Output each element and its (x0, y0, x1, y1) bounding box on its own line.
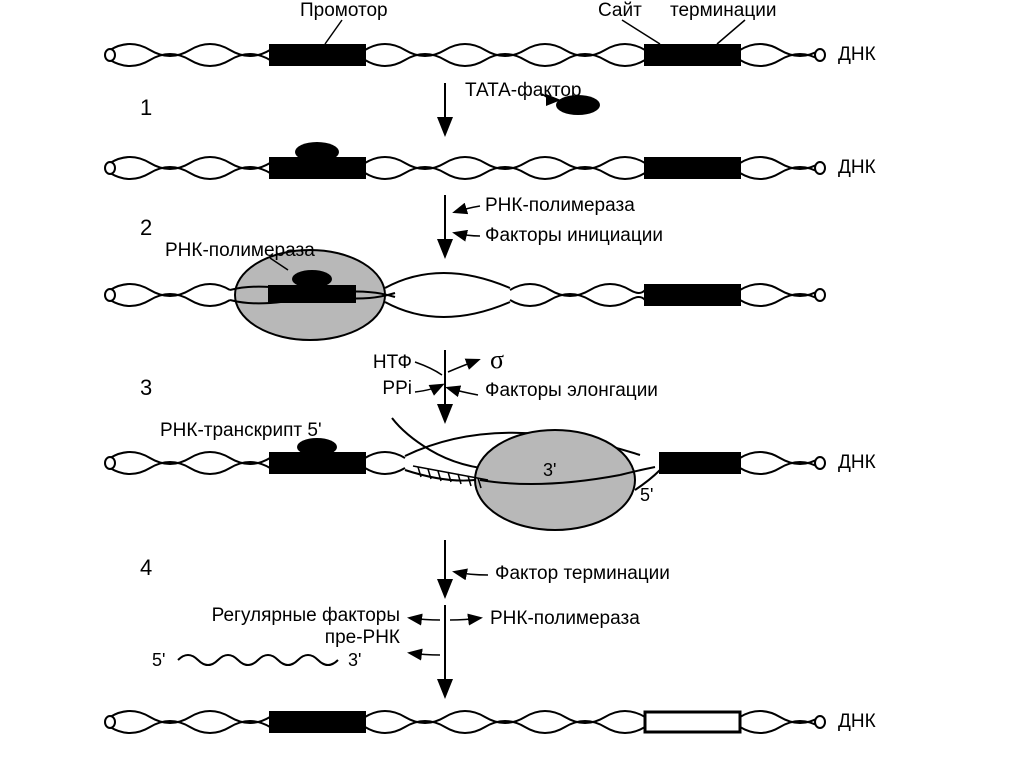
elong-factors-label: Факторы элонгации (485, 380, 658, 402)
sigma-label: σ (490, 345, 504, 375)
site-label: Сайт (598, 0, 642, 22)
dna-label-4: ДНК (838, 452, 876, 474)
rna-poly-left-label: РНК-полимераза (165, 240, 315, 262)
step-2: 2 (140, 215, 152, 241)
ppi-label: PPi (342, 378, 412, 400)
pre-rna-icon (178, 655, 338, 665)
rna-transcript-label: РНК-транскрипт 5' (160, 420, 322, 442)
dna-label-2: ДНК (838, 157, 876, 179)
ntp-label: НТФ (342, 352, 412, 374)
step-3: 3 (140, 375, 152, 401)
five-prime-label: 5' (640, 485, 653, 506)
dna-row-3 (105, 250, 825, 340)
three-prime-release: 3' (348, 650, 361, 671)
dna-row-5 (105, 711, 825, 733)
dna-label-1: ДНК (838, 44, 876, 66)
five-prime-release: 5' (152, 650, 165, 671)
dna-row-2 (105, 142, 825, 179)
tata-factor-label: ТАТА-фактор (465, 80, 582, 102)
rna-poly-release-label: РНК-полимераза (490, 608, 640, 630)
promoter-label: Промотор (300, 0, 388, 22)
dna-row-1 (105, 20, 825, 66)
reg-factors-l1: Регулярные факторы (195, 605, 400, 627)
step-4: 4 (140, 555, 152, 581)
init-factors-label: Факторы инициации (485, 225, 663, 247)
step-1: 1 (140, 95, 152, 121)
termination-label: терминации (670, 0, 776, 22)
rna-poly-label-2: РНК-полимераза (485, 195, 635, 217)
three-prime-label: 3' (543, 460, 556, 481)
diagram-canvas: Промотор Сайт терминации ДНК ДНК ДНК ДНК… (0, 0, 1024, 767)
term-factor-label: Фактор терминации (495, 563, 670, 585)
reg-factors-l2: пре-РНК (195, 627, 400, 649)
dna-label-5: ДНК (838, 711, 876, 733)
